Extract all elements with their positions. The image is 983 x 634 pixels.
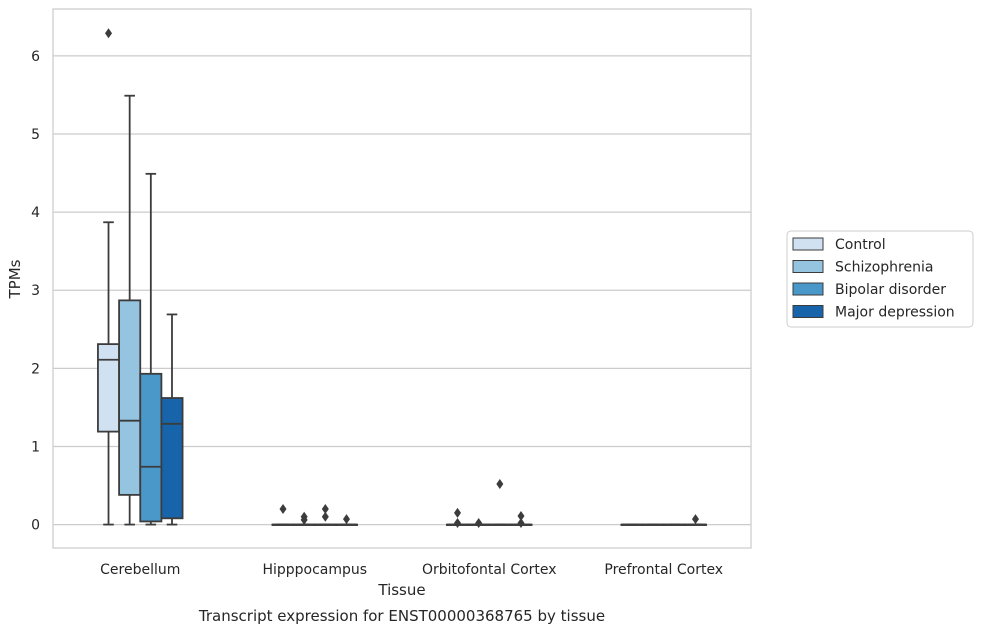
legend-frame — [786, 230, 974, 328]
legend-label: Control — [835, 237, 886, 253]
outlier-point — [517, 518, 525, 529]
legend-swatch — [792, 260, 824, 273]
outlier-point — [454, 518, 462, 529]
outlier-point — [517, 510, 525, 521]
legend-swatch — [792, 305, 824, 318]
y-tick-label: 5 — [31, 127, 40, 143]
outlier-point — [300, 514, 308, 525]
box-0-0 — [97, 28, 120, 526]
box-3-0 — [620, 523, 644, 526]
legend: Control Schizophrenia Bipolar disorder Majo… — [786, 230, 974, 328]
box-2-0 — [446, 507, 469, 529]
outlier-point — [105, 28, 113, 39]
x-tick-label: Orbitofontal Cortex — [422, 562, 557, 578]
x-tick-label: Hipppocampus — [262, 562, 367, 578]
box-0-1 — [118, 94, 142, 526]
y-tick-label: 3 — [31, 283, 40, 299]
box-iqr — [160, 397, 184, 520]
box-3-2 — [662, 523, 686, 526]
y-axis-label: TPMs — [6, 259, 24, 299]
x-axis-label: Tissue — [377, 581, 425, 599]
box-0-3 — [160, 313, 184, 526]
legend-label: Bipolar disorder — [835, 282, 946, 298]
outlier-point — [342, 514, 350, 525]
box-1-1 — [292, 511, 316, 526]
box-2-3 — [509, 510, 533, 529]
chart-caption: Transcript expression for ENST0000036876… — [198, 607, 605, 625]
legend-label: Major depression — [835, 305, 955, 321]
legend-label: Schizophrenia — [835, 260, 933, 276]
outlier-point — [691, 514, 699, 525]
outlier-point — [496, 478, 504, 489]
box-plot-series — [97, 28, 707, 529]
box-iqr — [118, 299, 142, 496]
x-tick-label: Cerebellum — [100, 562, 180, 578]
outlier-point — [475, 518, 483, 529]
y-tick-label: 1 — [31, 439, 40, 455]
y-tick-label: 4 — [31, 205, 40, 221]
box-0-2 — [139, 172, 163, 526]
outlier-point — [279, 503, 287, 514]
legend-swatch — [792, 282, 824, 296]
box-1-3 — [335, 514, 358, 526]
outlier-point — [321, 503, 329, 514]
box-3-3 — [684, 514, 707, 526]
box-1-0 — [271, 503, 295, 526]
x-tick-label: Prefrontal Cortex — [604, 562, 723, 578]
y-tick-label: 0 — [31, 518, 40, 534]
y-tick-label: 6 — [31, 49, 40, 65]
y-axis-ticks: 0 1 2 3 4 5 6 — [31, 49, 40, 534]
x-axis-ticks: Cerebellum Hipppocampus Orbitofontal Corte… — [100, 562, 723, 578]
box-2-2 — [488, 478, 512, 526]
legend-swatch — [792, 237, 824, 251]
box-3-1 — [641, 523, 665, 526]
outlier-point — [454, 507, 462, 518]
plot-area-frame — [52, 8, 752, 549]
y-tick-label: 2 — [31, 361, 40, 377]
outlier-point — [321, 511, 329, 522]
box-1-2 — [313, 503, 337, 526]
box-2-1 — [467, 518, 491, 529]
box-iqr — [139, 372, 163, 523]
box-iqr — [97, 343, 120, 433]
